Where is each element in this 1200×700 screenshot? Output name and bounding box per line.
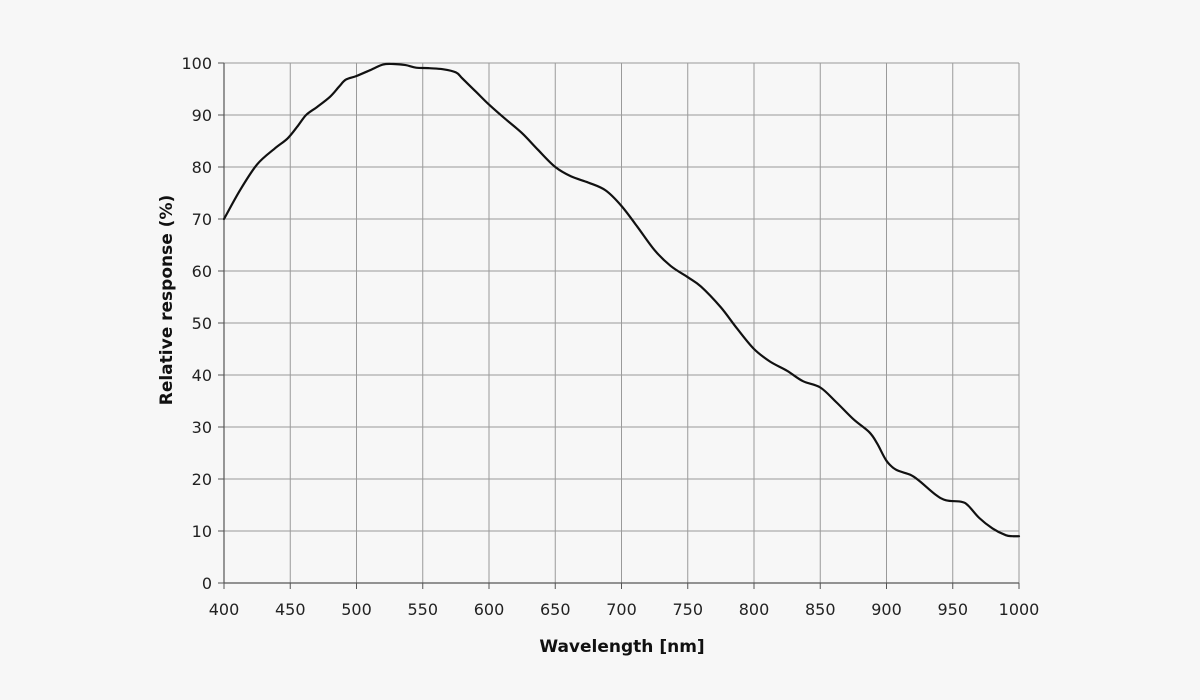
y-tick-label: 20 <box>192 470 212 489</box>
x-tick-label: 600 <box>474 600 505 619</box>
y-tick-label: 90 <box>192 106 212 125</box>
y-tick-label: 40 <box>192 366 212 385</box>
y-tick-label: 30 <box>192 418 212 437</box>
y-tick-label: 50 <box>192 314 212 333</box>
y-axis-label: Relative response (%) <box>157 195 177 406</box>
y-tick-label: 0 <box>202 574 212 593</box>
x-tick-labels: 400 450 500 550 600 650 700 750 800 850 900 950 1000 <box>209 600 1040 619</box>
axes <box>218 62 1020 589</box>
x-tick-label: 750 <box>672 600 703 619</box>
x-axis-label: Wavelength [nm] <box>539 637 704 657</box>
x-tick-label: 800 <box>739 600 770 619</box>
x-tick-label: 900 <box>871 600 902 619</box>
y-tick-label: 100 <box>181 54 212 73</box>
y-tick-label: 10 <box>192 522 212 541</box>
x-tick-label: 450 <box>275 600 306 619</box>
x-tick-label: 500 <box>341 600 372 619</box>
x-tick-label: 700 <box>606 600 637 619</box>
x-tick-label: 650 <box>540 600 571 619</box>
y-tick-label: 60 <box>192 262 212 281</box>
x-tick-label: 850 <box>805 600 836 619</box>
x-tick-label: 400 <box>209 600 240 619</box>
x-tick-label: 550 <box>407 600 438 619</box>
x-tick-label: 950 <box>937 600 968 619</box>
response-curve <box>222 62 1021 538</box>
y-tick-label: 70 <box>192 210 212 229</box>
grid <box>224 62 1020 583</box>
y-tick-labels: 0 10 20 30 40 50 60 70 80 90 100 <box>181 54 212 593</box>
x-tick-label: 1000 <box>999 600 1040 619</box>
y-tick-label: 80 <box>192 158 212 177</box>
